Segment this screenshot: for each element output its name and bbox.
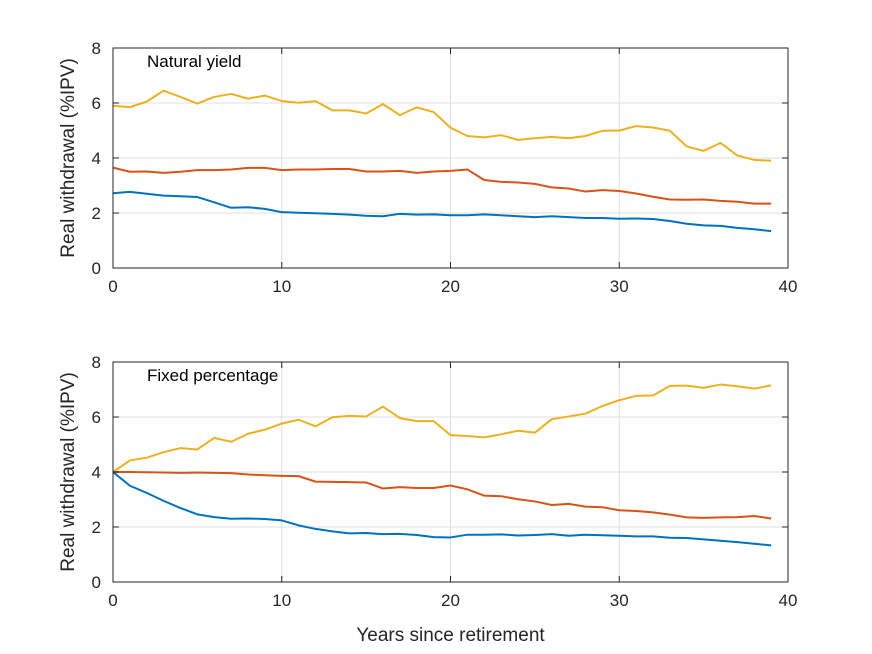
series-lines: [112, 383, 772, 547]
grid-lines: [113, 48, 788, 268]
x-tick-label: 10: [272, 277, 291, 296]
x-tick-label: 0: [108, 277, 117, 296]
y-tick-labels: 0 2 4 6 8: [92, 39, 101, 278]
x-tick-labels: 0 10 20 30 40: [108, 591, 797, 610]
y-tick-label: 0: [92, 573, 101, 592]
y-tick-label: 6: [92, 408, 101, 427]
series-line-0: [112, 89, 772, 162]
series-line-2: [112, 190, 772, 233]
y-tick-label: 8: [92, 39, 101, 58]
x-tick-label: 20: [441, 277, 460, 296]
x-tick-label: 0: [108, 591, 117, 610]
x-tick-label: 30: [610, 591, 629, 610]
series-line-0: [112, 383, 772, 473]
x-tick-label: 40: [779, 277, 798, 296]
series-line-1: [112, 166, 772, 205]
y-tick-label: 2: [92, 204, 101, 223]
y-tick-label: 4: [92, 463, 101, 482]
x-tick-labels: 0 10 20 30 40: [108, 277, 797, 296]
x-tick-label: 10: [272, 591, 291, 610]
series-line-2: [112, 471, 772, 547]
y-axis-label: Real withdrawal (%IPV): [58, 58, 79, 258]
tick-marks: [112, 361, 789, 583]
y-axis-label: Real withdrawal (%IPV): [58, 372, 79, 572]
natural-yield-panel: 0 10 20 30 40 0 2 4 6 8 Natural yield Real withd…: [58, 39, 797, 296]
y-tick-labels: 0 2 4 6 8: [92, 353, 101, 592]
x-tick-label: 30: [610, 277, 629, 296]
tick-marks: [112, 47, 789, 269]
y-tick-label: 4: [92, 149, 101, 168]
panel-title: Fixed percentage: [147, 366, 278, 385]
series-lines: [112, 89, 772, 233]
x-tick-label: 20: [441, 591, 460, 610]
grid-lines: [113, 362, 788, 582]
y-tick-label: 0: [92, 259, 101, 278]
y-tick-label: 8: [92, 353, 101, 372]
y-tick-label: 2: [92, 518, 101, 537]
x-tick-label: 40: [779, 591, 798, 610]
y-tick-label: 6: [92, 94, 101, 113]
fixed-percentage-panel: 0 10 20 30 40 0 2 4 6 8 Fixed percentage Real wi…: [58, 353, 797, 646]
panel-title: Natural yield: [147, 52, 242, 71]
series-line-1: [113, 471, 772, 520]
x-axis-label: Years since retirement: [356, 625, 545, 646]
